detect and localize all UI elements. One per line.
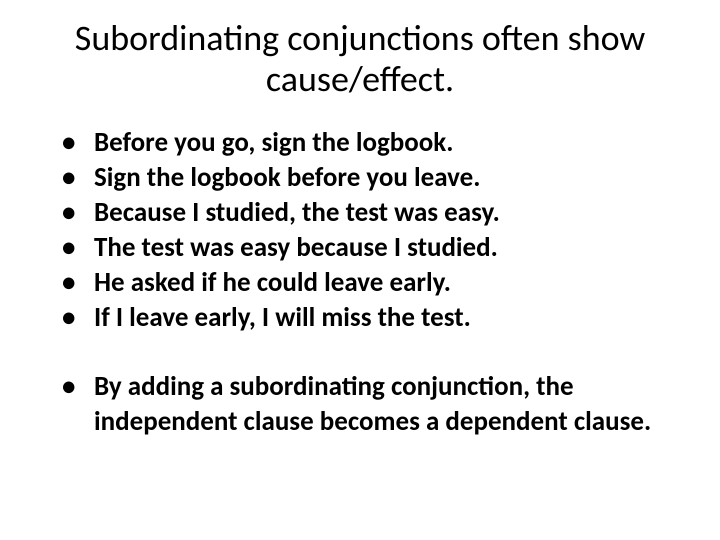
- list-item: Because I studied, the test was easy.: [62, 195, 680, 230]
- note-bullet-list: By adding a subordinating conjunction, t…: [62, 369, 680, 439]
- list-item: Sign the logbook before you leave.: [62, 160, 680, 195]
- list-item: If I leave early, I will miss the test.: [62, 300, 680, 335]
- spacer: [40, 335, 680, 369]
- slide: Subordinating conjunctions often show ca…: [0, 0, 720, 540]
- list-item: He asked if he could leave early.: [62, 265, 680, 300]
- list-item: By adding a subordinating conjunction, t…: [62, 369, 680, 439]
- list-item: Before you go, sign the logbook.: [62, 125, 680, 160]
- slide-title: Subordinating conjunctions often show ca…: [40, 18, 680, 101]
- list-item: The test was easy because I studied.: [62, 230, 680, 265]
- example-bullet-list: Before you go, sign the logbook. Sign th…: [62, 125, 680, 336]
